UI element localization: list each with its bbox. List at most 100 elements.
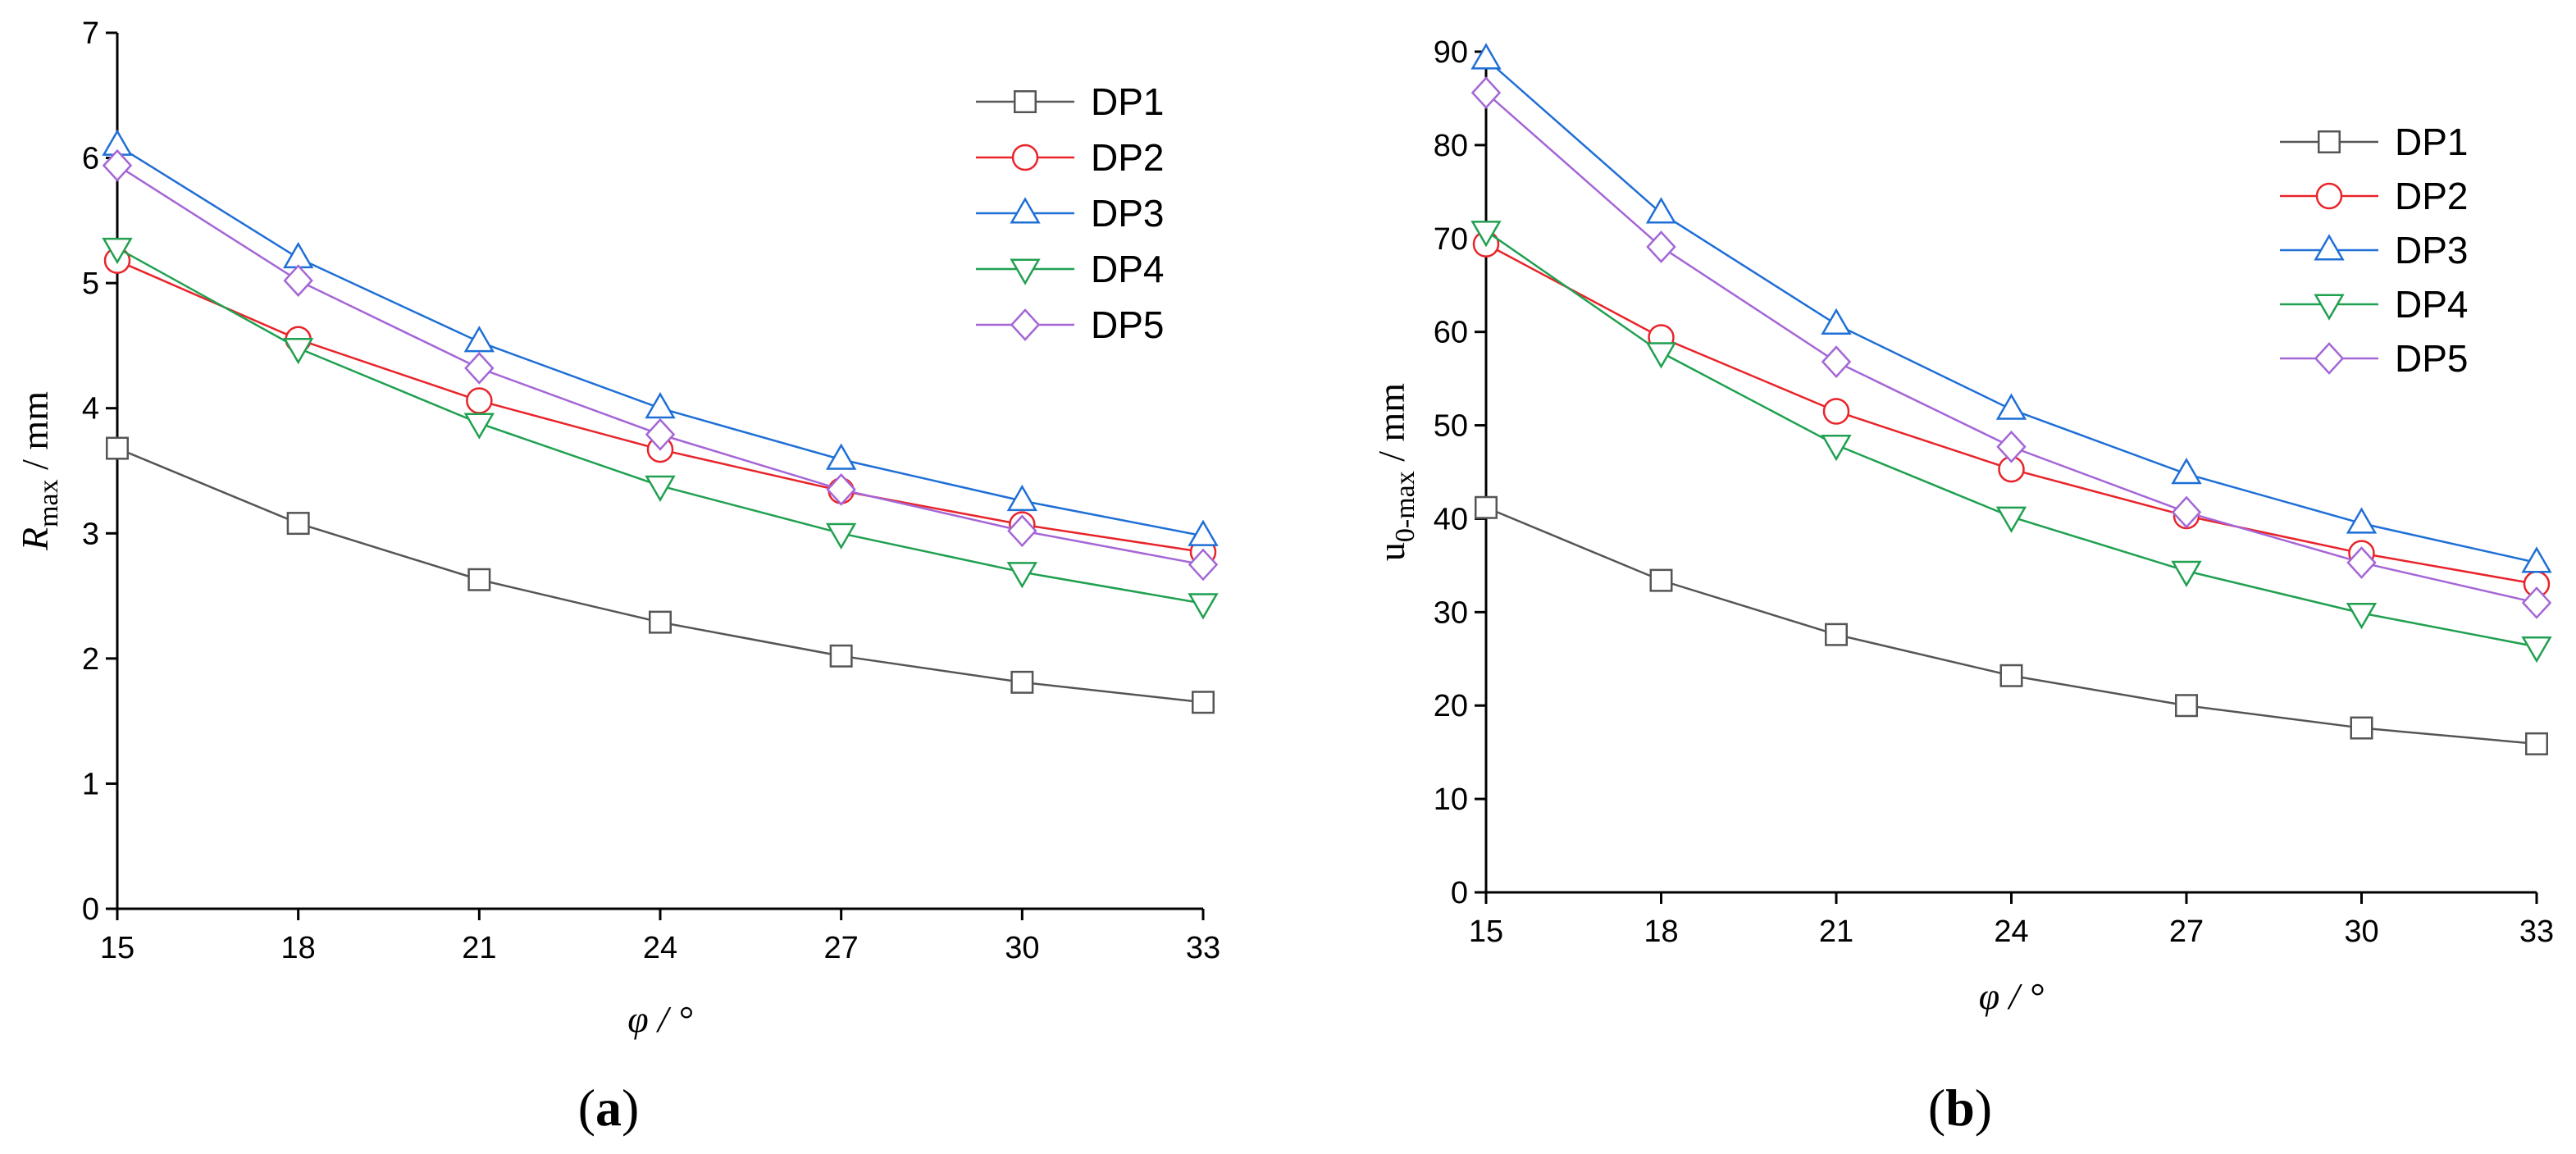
panel-label: (b): [1928, 1079, 1992, 1137]
data-point-dp3: [282, 241, 314, 269]
y-tick-label: 5: [82, 267, 99, 301]
data-point-dp4: [825, 522, 857, 550]
x-tick-label: 27: [824, 931, 859, 965]
data-point-dp5: [1821, 345, 1852, 378]
panel-label-letter: b: [1945, 1079, 1975, 1137]
legend-label: DP2: [1091, 136, 1164, 179]
legend-label: DP4: [1091, 248, 1164, 290]
x-tick-label: 18: [1644, 915, 1678, 949]
legend-marker-dp3: [2314, 234, 2345, 261]
panel-label-letter: a: [595, 1079, 622, 1137]
data-point-dp3: [2346, 507, 2378, 534]
legend-marker-dp1: [1014, 90, 1037, 113]
y-axis-label-sub: 0-max: [1390, 471, 1420, 542]
y-axis-label-main: R: [14, 527, 56, 551]
legend-marker-dp4: [2314, 294, 2345, 321]
data-point-dp2: [1822, 398, 1850, 425]
panel-label-open: (: [578, 1079, 595, 1137]
legend-marker-dp5: [2314, 342, 2345, 375]
data-point-dp5: [826, 473, 856, 506]
x-tick-label: 21: [1819, 915, 1853, 949]
series-line-dp1: [1485, 506, 2537, 746]
data-point-dp4: [1995, 506, 2027, 533]
x-axis-label: φ / °: [627, 998, 693, 1040]
legend-marker-dp4: [1010, 258, 1041, 285]
data-point-dp5: [1470, 76, 1502, 109]
x-tick-label: 33: [2519, 915, 2554, 949]
data-point-dp3: [2171, 458, 2202, 485]
legend: DP1 DP2 DP3 DP4 DP5: [2280, 121, 2468, 380]
legend-marker-dp5: [1010, 308, 1041, 341]
y-tick-label: 2: [82, 642, 99, 677]
legend-label: DP1: [1091, 80, 1164, 123]
data-point-dp3: [463, 326, 495, 353]
data-point-dp1: [2175, 694, 2198, 718]
data-point-dp4: [2171, 560, 2202, 587]
data-point-dp1: [2525, 732, 2548, 755]
legend-marker-dp2: [1011, 144, 1039, 171]
data-point-dp1: [467, 568, 491, 591]
panel-label: (a): [578, 1079, 640, 1137]
y-axis-label-unit: / mm: [1370, 383, 1412, 472]
y-axis-label-sub: max: [34, 479, 64, 527]
x-tick-label: 30: [1005, 931, 1039, 965]
data-point-dp4: [2346, 602, 2378, 630]
y-tick-label: 70: [1434, 222, 1468, 257]
y-tick-label: 90: [1434, 35, 1468, 70]
x-tick-label: 15: [1469, 915, 1503, 949]
data-point-dp3: [1470, 43, 1502, 70]
data-point-dp5: [1188, 548, 1219, 582]
x-tick-label: 30: [2344, 915, 2378, 949]
legend-label: DP4: [2395, 283, 2468, 326]
y-tick-label: 10: [1434, 782, 1468, 817]
y-tick-label: 4: [82, 392, 99, 426]
data-point-dp3: [1995, 393, 2027, 420]
data-point-dp3: [645, 391, 676, 419]
data-point-dp4: [1645, 342, 1677, 369]
y-axis-label: Rmax / mm: [14, 391, 64, 551]
data-point-dp3: [825, 443, 857, 470]
panel-label-open: (: [1928, 1079, 1945, 1137]
data-point-dp3: [1821, 308, 1852, 335]
data-point-dp5: [102, 148, 133, 182]
data-point-dp5: [2521, 586, 2552, 619]
data-point-dp4: [1006, 562, 1038, 589]
chart-a: 0 1 2 3 4 5 6 7 15 18 21 24 27 30 33 DP1 DP2 DP3 DP4 DP5 φ /…: [14, 16, 1220, 1137]
y-tick-label: 20: [1434, 689, 1468, 723]
y-tick-label: 3: [82, 517, 99, 551]
data-point-dp1: [1649, 568, 1673, 592]
data-point-dp4: [1470, 221, 1502, 248]
legend-label: DP3: [2395, 229, 2468, 271]
data-point-dp1: [649, 610, 672, 634]
legend: DP1 DP2 DP3 DP4 DP5: [976, 80, 1164, 346]
y-axis-label-unit: / mm: [14, 391, 56, 480]
x-tick-label: 33: [1186, 931, 1220, 965]
data-point-dp1: [1010, 670, 1034, 694]
legend-marker-dp2: [2315, 182, 2343, 210]
data-point-dp4: [282, 337, 314, 365]
x-tick-label: 18: [281, 931, 316, 965]
data-point-dp4: [463, 413, 495, 440]
legend-marker-dp1: [2318, 130, 2341, 153]
data-point-dp1: [829, 644, 853, 668]
y-tick-label: 30: [1434, 595, 1468, 630]
y-tick-label: 1: [82, 767, 99, 801]
y-tick-label: 50: [1434, 409, 1468, 444]
data-point-dp5: [1007, 514, 1037, 548]
y-tick-label: 40: [1434, 502, 1468, 536]
data-point-dp1: [1475, 495, 1498, 519]
legend-label: DP1: [2395, 121, 2468, 163]
data-point-dp5: [2346, 546, 2377, 579]
data-point-dp2: [466, 387, 493, 414]
y-axis-label: u0-max / mm: [1370, 383, 1420, 561]
legend-label: DP3: [1091, 192, 1164, 235]
data-point-dp5: [645, 417, 676, 451]
legend-marker-dp3: [1010, 197, 1041, 224]
legend-label: DP5: [1091, 303, 1164, 346]
data-point-dp3: [1188, 519, 1219, 546]
data-point-dp5: [1996, 430, 2027, 463]
data-point-dp3: [1006, 484, 1038, 512]
data-point-dp4: [1821, 434, 1852, 462]
